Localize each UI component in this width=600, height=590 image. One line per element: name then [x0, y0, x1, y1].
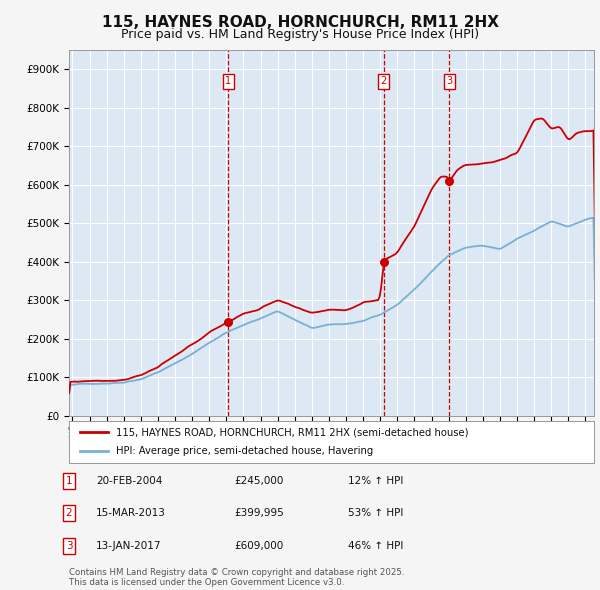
Text: 2: 2: [65, 509, 73, 518]
Text: 1: 1: [226, 76, 232, 86]
Text: 115, HAYNES ROAD, HORNCHURCH, RM11 2HX: 115, HAYNES ROAD, HORNCHURCH, RM11 2HX: [101, 15, 499, 30]
Text: 115, HAYNES ROAD, HORNCHURCH, RM11 2HX (semi-detached house): 115, HAYNES ROAD, HORNCHURCH, RM11 2HX (…: [116, 427, 469, 437]
Text: £609,000: £609,000: [234, 541, 283, 550]
Text: £245,000: £245,000: [234, 476, 283, 486]
Text: 46% ↑ HPI: 46% ↑ HPI: [348, 541, 403, 550]
Text: 15-MAR-2013: 15-MAR-2013: [96, 509, 166, 518]
Text: 2: 2: [380, 76, 387, 86]
Text: 13-JAN-2017: 13-JAN-2017: [96, 541, 161, 550]
Text: 12% ↑ HPI: 12% ↑ HPI: [348, 476, 403, 486]
Text: 20-FEB-2004: 20-FEB-2004: [96, 476, 163, 486]
Text: Price paid vs. HM Land Registry's House Price Index (HPI): Price paid vs. HM Land Registry's House …: [121, 28, 479, 41]
Text: £399,995: £399,995: [234, 509, 284, 518]
Text: 53% ↑ HPI: 53% ↑ HPI: [348, 509, 403, 518]
Text: Contains HM Land Registry data © Crown copyright and database right 2025.
This d: Contains HM Land Registry data © Crown c…: [69, 568, 404, 587]
Text: 3: 3: [65, 541, 73, 550]
Text: HPI: Average price, semi-detached house, Havering: HPI: Average price, semi-detached house,…: [116, 446, 373, 456]
Text: 3: 3: [446, 76, 452, 86]
Text: 1: 1: [65, 476, 73, 486]
